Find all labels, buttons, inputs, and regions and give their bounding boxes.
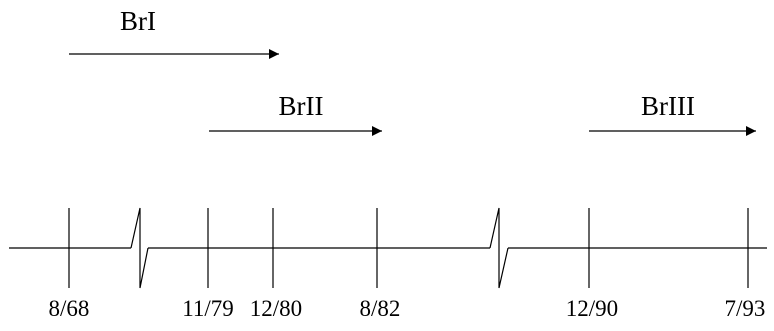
phase-briii: BrIII (589, 91, 756, 136)
axis-break-2 (489, 207, 509, 289)
phase-bri-label: BrI (120, 6, 156, 36)
phase-bri: BrI (69, 6, 279, 59)
tick-label: 12/80 (250, 296, 302, 321)
timeline-axis (9, 207, 767, 289)
axis-break-1 (130, 207, 149, 289)
phase-brii-label: BrII (279, 91, 324, 121)
phase-briii-label: BrIII (641, 91, 695, 121)
tick-label: 8/68 (49, 296, 90, 321)
phase-brii: BrII (209, 91, 382, 136)
tick-label: 7/93 (725, 296, 766, 321)
tick-label: 8/82 (360, 296, 401, 321)
tick-labels: 8/68 11/79 12/80 8/82 12/90 7/93 (49, 296, 766, 321)
tick-label: 12/90 (566, 296, 618, 321)
tick-label: 11/79 (182, 296, 234, 321)
